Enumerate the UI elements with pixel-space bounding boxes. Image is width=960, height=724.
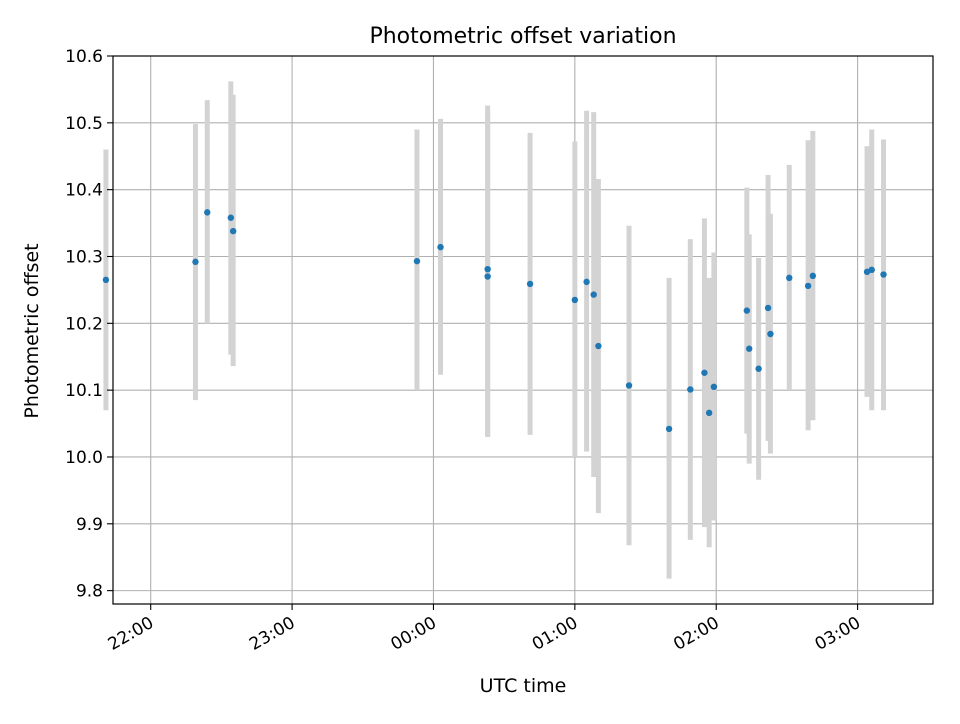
x-tick-label: 00:00 xyxy=(388,613,440,655)
y-tick-label: 10.3 xyxy=(65,247,103,267)
data-point xyxy=(701,369,708,376)
data-point xyxy=(743,307,751,314)
x-tick-label: 02:00 xyxy=(670,613,722,655)
plot-frame xyxy=(112,55,934,605)
chart-title: Photometric offset variation xyxy=(369,24,676,49)
x-tick-label: 01:00 xyxy=(529,613,581,655)
x-axis-label: UTC time xyxy=(480,675,567,697)
data-point xyxy=(571,296,579,304)
data-point xyxy=(804,282,812,290)
x-tick-label: 22:00 xyxy=(105,613,157,655)
data-point xyxy=(705,409,713,417)
y-tick-label: 9.9 xyxy=(76,515,103,535)
data-point xyxy=(413,257,421,265)
data-point xyxy=(868,266,875,274)
y-tick-label: 10.0 xyxy=(65,448,103,468)
data-point xyxy=(229,227,237,235)
y-tick-label: 10.1 xyxy=(65,381,103,401)
y-tick-label: 10.5 xyxy=(65,114,103,134)
data-point xyxy=(192,258,199,266)
data-point xyxy=(764,304,772,312)
data-point xyxy=(595,342,602,350)
data-point xyxy=(227,214,235,221)
x-tick-label: 03:00 xyxy=(812,613,864,655)
error-bars xyxy=(103,81,887,579)
data-points xyxy=(102,209,887,433)
y-tick-label: 10.6 xyxy=(65,47,103,67)
data-point xyxy=(484,265,491,273)
data-point xyxy=(437,243,444,251)
data-point xyxy=(102,276,110,284)
data-point xyxy=(665,425,673,433)
data-point xyxy=(746,345,753,352)
data-point xyxy=(687,386,694,393)
data-point xyxy=(590,291,597,298)
y-tick-label: 9.8 xyxy=(76,582,103,602)
y-tick-label: 10.4 xyxy=(65,181,103,201)
y-axis-label: Photometric offset xyxy=(21,243,43,418)
data-point xyxy=(526,280,534,288)
data-point xyxy=(625,382,633,389)
data-point xyxy=(204,209,211,216)
data-point xyxy=(767,330,774,338)
data-point xyxy=(710,383,718,391)
data-point xyxy=(880,271,887,278)
data-point xyxy=(755,365,762,372)
data-point xyxy=(809,272,817,280)
data-point xyxy=(786,274,793,282)
y-tick-label: 10.2 xyxy=(65,314,103,334)
x-tick-label: 23:00 xyxy=(246,613,298,655)
data-point xyxy=(583,278,590,286)
axis-ticks: 22:00 23:00 00:00 01:00 02:00 03:00 9.8 9.9 10.0… xyxy=(65,47,864,655)
data-point xyxy=(484,273,491,280)
